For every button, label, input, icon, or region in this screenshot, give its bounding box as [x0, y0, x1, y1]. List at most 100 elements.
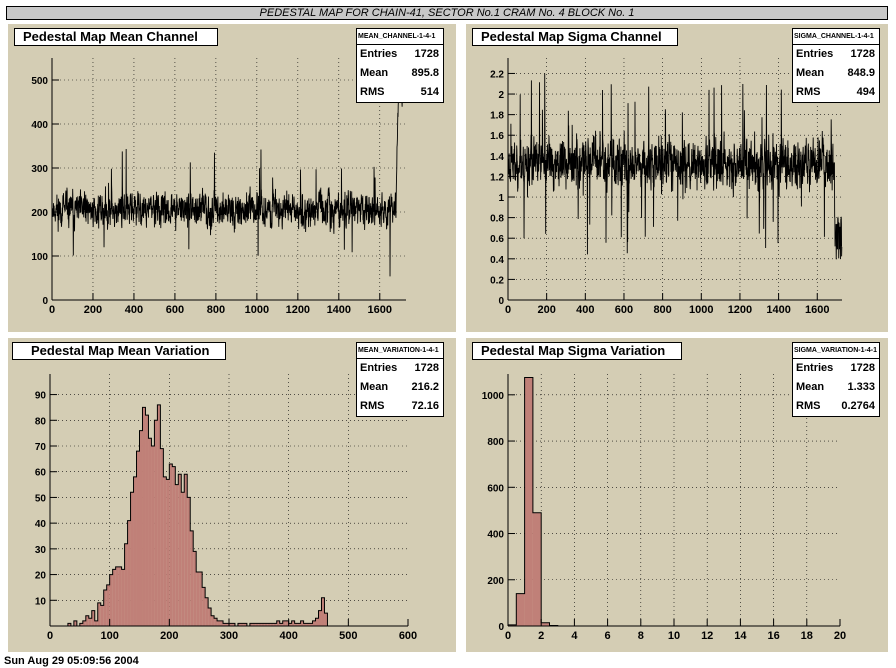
histogram-bar	[166, 479, 170, 626]
y-tick-label: 100	[31, 252, 48, 263]
stats-entries-value: 1728	[850, 362, 875, 374]
x-tick-label: 400	[279, 630, 297, 642]
stats-rms-row: RMS 494	[793, 83, 879, 102]
y-tick-label: 0.4	[490, 255, 504, 266]
y-tick-label: 1000	[482, 391, 505, 402]
histogram-bar	[103, 590, 107, 626]
chart-title: Pedestal Map Mean Channel	[14, 28, 218, 46]
histogram-bar	[243, 623, 247, 626]
stats-mean-label: Mean	[796, 67, 825, 79]
y-tick-label: 800	[487, 437, 504, 448]
histogram-bar	[211, 615, 215, 626]
histogram-bar	[524, 377, 533, 626]
y-tick-label: 2.2	[490, 69, 504, 80]
stats-rms-row: RMS 0.2764	[793, 397, 879, 416]
histogram-bar	[196, 572, 200, 626]
y-tick-label: 600	[487, 483, 504, 494]
stats-name: MEAN_CHANNEL-1-4-1	[357, 29, 443, 45]
histogram-bar	[139, 430, 143, 626]
histogram-bar	[136, 451, 140, 626]
histogram-bar	[73, 620, 77, 626]
histogram-bar	[264, 623, 268, 626]
stats-rms-label: RMS	[360, 86, 385, 98]
histogram-bar	[160, 448, 164, 626]
histogram-bar	[79, 623, 83, 626]
histogram-bar	[121, 569, 125, 626]
histogram-bar	[82, 620, 86, 626]
x-tick-label: 600	[166, 304, 184, 316]
histogram-bar	[148, 438, 152, 626]
histogram-bar	[252, 623, 256, 626]
histogram-bar	[541, 622, 550, 626]
stats-mean-label: Mean	[360, 381, 389, 393]
stats-rms-value: 72.16	[411, 400, 439, 412]
chart-title: Pedestal Map Sigma Channel	[472, 28, 678, 46]
stats-rms-label: RMS	[360, 400, 385, 412]
y-tick-label: 1.6	[490, 131, 504, 142]
stats-entries-label: Entries	[796, 362, 834, 374]
stats-mean-row: Mean 895.8	[357, 64, 443, 83]
stats-entries-label: Entries	[796, 48, 834, 60]
histogram-bar	[169, 464, 173, 626]
histogram-bar	[282, 620, 286, 626]
stats-box: SIGMA_CHANNEL-1-4-1 Entries 1728 Mean 848.…	[792, 28, 880, 103]
y-tick-label: 70	[35, 442, 47, 453]
histogram-bar	[205, 597, 209, 626]
stats-mean-row: Mean 1.333	[793, 378, 879, 397]
stats-box: SIGMA_VARIATION-1-4-1 Entries 1728 Mean 1.…	[792, 342, 880, 417]
histogram-bar	[187, 497, 191, 626]
histogram-bar	[226, 623, 229, 626]
y-tick-label: 1	[498, 193, 504, 204]
channel-series-line	[51, 74, 407, 277]
histogram-bar	[508, 624, 517, 626]
histogram-bar	[315, 618, 319, 626]
histogram-bar	[172, 466, 176, 626]
y-tick-label: 0	[498, 622, 504, 633]
y-tick-label: 300	[31, 164, 48, 175]
histogram-bar	[303, 623, 307, 626]
x-tick-label: 18	[801, 630, 813, 642]
x-tick-label: 6	[605, 630, 611, 642]
histogram-bar	[190, 530, 194, 626]
y-tick-label: 0	[42, 296, 48, 307]
stats-entries-row: Entries 1728	[793, 45, 879, 64]
stats-entries-value: 1728	[414, 362, 439, 374]
histogram-bar	[261, 623, 265, 626]
histogram-bar	[163, 476, 167, 626]
channel-series-line	[507, 73, 843, 260]
y-tick-label: 0.6	[490, 234, 504, 245]
y-tick-label: 60	[35, 468, 47, 479]
histogram-bar	[255, 623, 259, 626]
histogram-bar	[202, 587, 206, 626]
x-tick-label: 0	[505, 304, 511, 316]
x-tick-label: 12	[701, 630, 713, 642]
stats-mean-value: 895.8	[411, 67, 439, 79]
histogram-bar	[184, 474, 188, 626]
histogram-bar	[124, 543, 128, 626]
sigma-channel-plot: 0 200 400 600 800 1000 1200 1400 1600 0 0.2 0.4 0.6 0…	[490, 58, 843, 316]
y-tick-label: 90	[35, 391, 47, 402]
chart-title: Pedestal Map Mean Variation	[12, 342, 226, 360]
stats-mean-value: 216.2	[411, 381, 439, 393]
stats-rms-value: 494	[856, 86, 875, 98]
histogram-bar	[106, 584, 110, 626]
x-tick-label: 14	[734, 630, 747, 642]
y-tick-label: 200	[487, 576, 504, 587]
x-tick-label: 16	[767, 630, 779, 642]
stats-entries-row: Entries 1728	[357, 45, 443, 64]
stats-entries-value: 1728	[414, 48, 439, 60]
histogram-bar	[127, 520, 131, 626]
y-tick-label: 400	[487, 530, 504, 541]
x-tick-label: 1400	[766, 304, 790, 316]
histogram-bar	[94, 620, 98, 626]
x-tick-label: 200	[537, 304, 555, 316]
x-tick-label: 400	[125, 304, 143, 316]
histogram-bar	[516, 593, 525, 626]
histogram-bar	[240, 623, 244, 626]
timestamp-footer: Sun Aug 29 05:09:56 2004	[4, 655, 139, 667]
x-tick-label: 400	[576, 304, 594, 316]
y-tick-label: 80	[35, 416, 47, 427]
y-tick-label: 20	[35, 571, 47, 582]
y-tick-label: 1.8	[490, 111, 504, 122]
